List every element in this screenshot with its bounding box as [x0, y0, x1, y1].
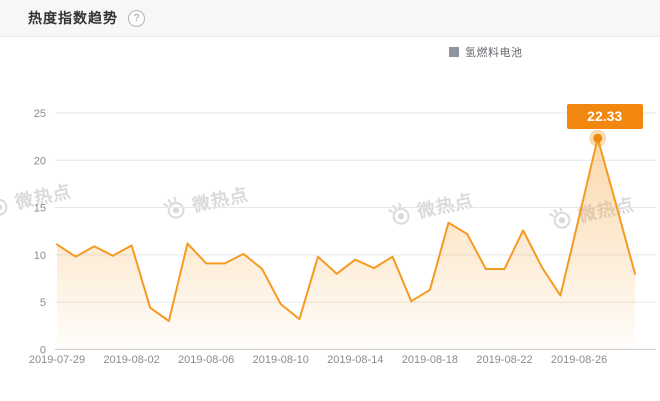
legend-label: 氢燃料电池 [465, 47, 523, 59]
y-axis-tick-label: 20 [34, 155, 46, 167]
x-axis-tick-label: 2019-08-22 [476, 354, 532, 366]
x-axis-tick-label: 2019-08-26 [551, 354, 607, 366]
page-header: 热度指数趋势 ? [0, 0, 660, 37]
x-axis-tick-label: 2019-08-14 [327, 354, 383, 366]
legend-marker-icon [449, 47, 459, 57]
peak-value-badge: 22.33 [566, 103, 643, 129]
help-icon[interactable]: ? [128, 9, 145, 27]
page-title: 热度指数趋势 [28, 10, 118, 26]
x-axis-tick-label: 2019-08-18 [402, 354, 458, 366]
peak-dot [593, 133, 603, 143]
y-axis-tick-label: 10 [34, 250, 46, 262]
series-line [56, 137, 636, 322]
y-axis-tick-label: 15 [34, 203, 46, 215]
area-fill [57, 138, 635, 350]
x-axis-tick-label: 2019-08-10 [253, 354, 309, 366]
y-axis-tick-label: 0 [40, 344, 46, 356]
x-axis-tick-label: 2019-08-06 [178, 354, 234, 366]
y-axis-tick-label: 5 [40, 297, 46, 309]
x-axis-tick-label: 2019-07-29 [29, 354, 85, 366]
legend-item-series[interactable]: 氢燃料电池 [449, 44, 523, 60]
x-axis-tick-label: 2019-08-02 [103, 354, 159, 366]
y-axis-tick-label: 25 [34, 108, 46, 120]
